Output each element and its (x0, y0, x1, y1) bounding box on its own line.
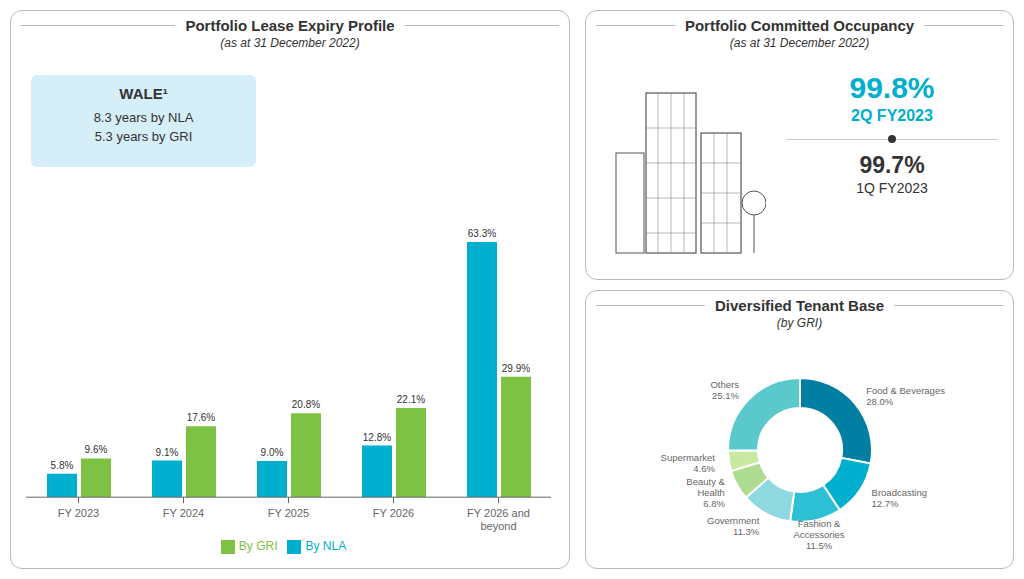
svg-text:17.6%: 17.6% (187, 412, 215, 423)
html-text:5.3 years by GRI: 5.3 years by GRI (94, 129, 193, 144)
svg-text:FY 2023: FY 2023 (58, 507, 99, 519)
svg-text:12.8%: 12.8% (363, 432, 391, 443)
html-text:Diversified Tenant Base: Diversified Tenant Base (715, 297, 884, 314)
html-text:(as at 31 December 2022): (as at 31 December 2022) (729, 36, 870, 50)
html-text:(as at 31 December 2022): (as at 31 December 2022) (220, 36, 360, 50)
html-text:99.7%: 99.7% (859, 152, 925, 179)
svg-text:Government11.3%: Government11.3% (707, 515, 760, 537)
svg-text:Beauty &Health6.8%: Beauty &Health6.8% (686, 475, 725, 508)
svg-text:FY 2026 andbeyond: FY 2026 andbeyond (467, 507, 530, 532)
svg-text:22.1%: 22.1% (397, 394, 425, 405)
html-text:(by GRI): (by GRI) (776, 316, 823, 330)
svg-text:20.8%: 20.8% (292, 399, 320, 410)
svg-text:29.9%: 29.9% (502, 363, 530, 374)
svg-text:Others25.1%: Others25.1% (710, 378, 739, 400)
svg-text:9.0%: 9.0% (261, 447, 284, 458)
svg-text:FY 2024: FY 2024 (163, 507, 204, 519)
html-text:By GRI: By GRI (238, 539, 278, 554)
svg-text:5.8%: 5.8% (51, 460, 74, 471)
html-text:1Q FY2023: 1Q FY2023 (856, 179, 928, 196)
svg-text:Broadcasting12.7%: Broadcasting12.7% (872, 487, 927, 509)
html-text:WALE¹: WALE¹ (119, 85, 168, 102)
html-text:By NLA: By NLA (305, 539, 347, 554)
svg-text:FY 2025: FY 2025 (268, 507, 309, 519)
svg-text:Food & Beverages28.0%: Food & Beverages28.0% (866, 384, 945, 406)
svg-text:Supermarket4.6%: Supermarket4.6% (661, 452, 716, 474)
html-text:2Q FY2023: 2Q FY2023 (851, 106, 933, 124)
html-text:Portfolio Committed Occupancy: Portfolio Committed Occupancy (684, 17, 915, 34)
html-text:Portfolio Lease Expiry Profile: Portfolio Lease Expiry Profile (185, 17, 395, 34)
svg-text:FY 2026: FY 2026 (373, 507, 414, 519)
html-text:8.3 years by NLA: 8.3 years by NLA (93, 110, 194, 125)
svg-text:9.6%: 9.6% (85, 444, 108, 455)
svg-text:Fashion &Accessories11.5%: Fashion &Accessories11.5% (793, 517, 844, 550)
svg-text:9.1%: 9.1% (156, 447, 179, 458)
svg-text:63.3%: 63.3% (468, 228, 496, 239)
html-text:99.8%: 99.8% (849, 71, 935, 104)
